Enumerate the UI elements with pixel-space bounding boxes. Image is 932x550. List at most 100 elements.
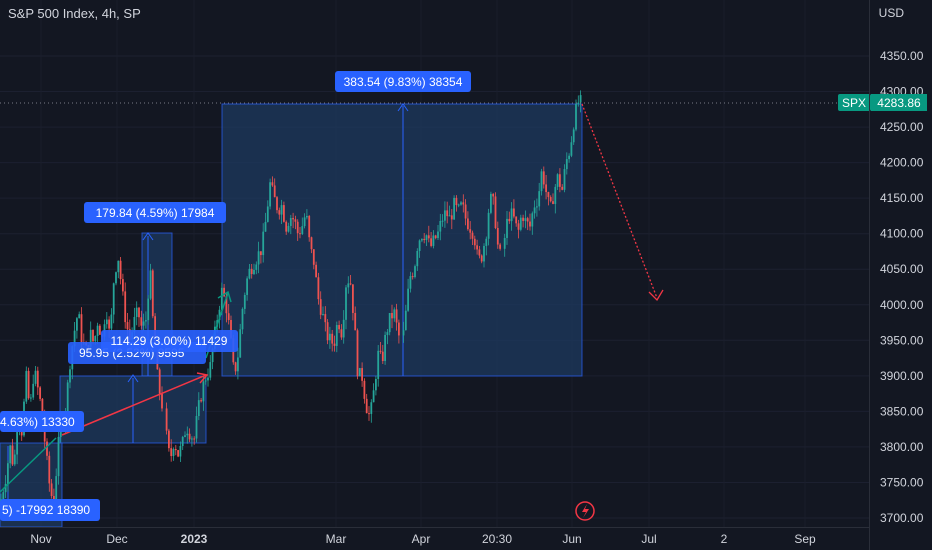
candle-body: [423, 238, 426, 241]
measure-label-large[interactable]: 383.54 (9.83%) 38354: [335, 71, 471, 92]
candle-body: [255, 264, 258, 270]
y-tick-label: 4000.00: [880, 298, 924, 312]
candle-body: [565, 159, 568, 170]
last-price-tag: SPX 4283.86: [838, 94, 927, 111]
candle-body: [542, 171, 545, 185]
candle-body: [478, 249, 481, 256]
candle-body: [524, 218, 527, 221]
forecast-arrow-down-head: [648, 289, 664, 302]
candle-body: [7, 463, 9, 484]
candle-body: [133, 316, 136, 333]
candle-body: [485, 238, 488, 246]
candle-body: [503, 237, 506, 249]
forecast-arrow-down[interactable]: [581, 103, 658, 299]
measure-box-large[interactable]: [221, 103, 583, 377]
candle-body: [455, 197, 458, 206]
candle-body: [211, 348, 214, 363]
candle-body: [30, 397, 32, 399]
time-scale-border: [0, 527, 869, 528]
candle-body: [94, 335, 97, 342]
candle-body: [393, 309, 396, 319]
candle-body: [414, 266, 416, 278]
candle-body: [243, 294, 246, 309]
candle-body: [195, 415, 198, 439]
candle-body: [285, 221, 288, 232]
trend-arrow-red[interactable]: [61, 374, 207, 436]
candle-body: [220, 287, 223, 310]
candle-body: [158, 369, 161, 394]
x-tick-label: Apr: [412, 532, 431, 546]
trend-arrow-teal[interactable]: [0, 437, 57, 493]
candle-body: [294, 219, 297, 222]
candle-body: [32, 383, 35, 398]
candle-body: [416, 250, 419, 267]
candle-body: [437, 231, 439, 239]
candle-body: [388, 313, 391, 333]
x-tick-label: Jun: [562, 532, 581, 546]
candle-body: [188, 433, 191, 440]
candle-body: [381, 351, 384, 362]
candle-body: [151, 270, 154, 317]
candle-body: [326, 322, 329, 341]
candle-body: [322, 314, 324, 316]
currency-label[interactable]: USD: [878, 6, 904, 20]
candle-body: [372, 390, 375, 403]
x-tick-label: Sep: [794, 532, 816, 546]
x-tick-label: 20:30: [482, 532, 512, 546]
candle-body: [513, 208, 515, 217]
candle-body: [299, 233, 301, 235]
candle-body: [105, 319, 108, 325]
candle-body: [391, 313, 393, 319]
candle-body: [545, 184, 547, 193]
svg-text:SPX: SPX: [842, 96, 866, 110]
x-tick-label: 2: [721, 532, 728, 546]
candle-body: [4, 483, 7, 493]
candle-body: [257, 251, 260, 265]
candle-body: [506, 218, 508, 238]
candle-body: [556, 174, 559, 187]
candle-body: [480, 255, 483, 262]
candle-body: [404, 310, 407, 331]
candle-body: [345, 287, 347, 320]
trend-arrow-teal-2-head: [217, 290, 232, 303]
price-axis[interactable]: 4350.004300.004250.004200.004150.004100.…: [880, 49, 924, 525]
candle-body: [117, 260, 120, 273]
candle-body: [13, 454, 16, 465]
candle-body: [510, 208, 513, 222]
y-tick-label: 4100.00: [880, 227, 924, 241]
candle-body: [191, 438, 193, 440]
candle-body: [386, 332, 389, 335]
measure-label-jan[interactable]: 114.29 (3.00%) 11429: [101, 330, 238, 352]
candle-body: [450, 215, 453, 220]
lightning-icon[interactable]: [575, 501, 595, 521]
candle-body: [377, 350, 380, 379]
time-axis[interactable]: Nov Dec 2023 Mar Apr 20:30 Jun Jul 2 Sep: [30, 532, 816, 546]
candle-body: [538, 191, 541, 207]
candle-body: [57, 436, 60, 477]
candle-body: [99, 325, 101, 335]
candle-body: [432, 235, 435, 246]
measure-label-left[interactable]: 4.63%) 13330: [0, 411, 84, 432]
candle-body: [248, 268, 251, 279]
candle-body: [241, 308, 244, 330]
y-tick-label: 3700.00: [880, 511, 924, 525]
candle-body: [533, 207, 536, 214]
measure-label-bottom[interactable]: 5) -17992 18390: [0, 499, 100, 521]
candle-body: [142, 321, 145, 326]
candle-body: [78, 314, 81, 319]
candle-body: [66, 382, 69, 412]
chart-title[interactable]: S&P 500 Index, 4h, SP: [8, 6, 141, 21]
y-tick-label: 3800.00: [880, 440, 924, 454]
candle-body: [363, 380, 366, 399]
candle-body: [526, 218, 529, 222]
candle-body: [115, 272, 117, 284]
measure-label-dec[interactable]: 179.84 (4.59%) 17984: [84, 202, 226, 223]
candle-body: [204, 380, 207, 382]
candle-body: [48, 455, 51, 484]
x-tick-label: Nov: [30, 532, 51, 546]
candle-body: [430, 238, 432, 246]
svg-text:4283.86: 4283.86: [877, 96, 921, 110]
candle-body: [570, 142, 573, 156]
candle-body: [508, 218, 511, 222]
